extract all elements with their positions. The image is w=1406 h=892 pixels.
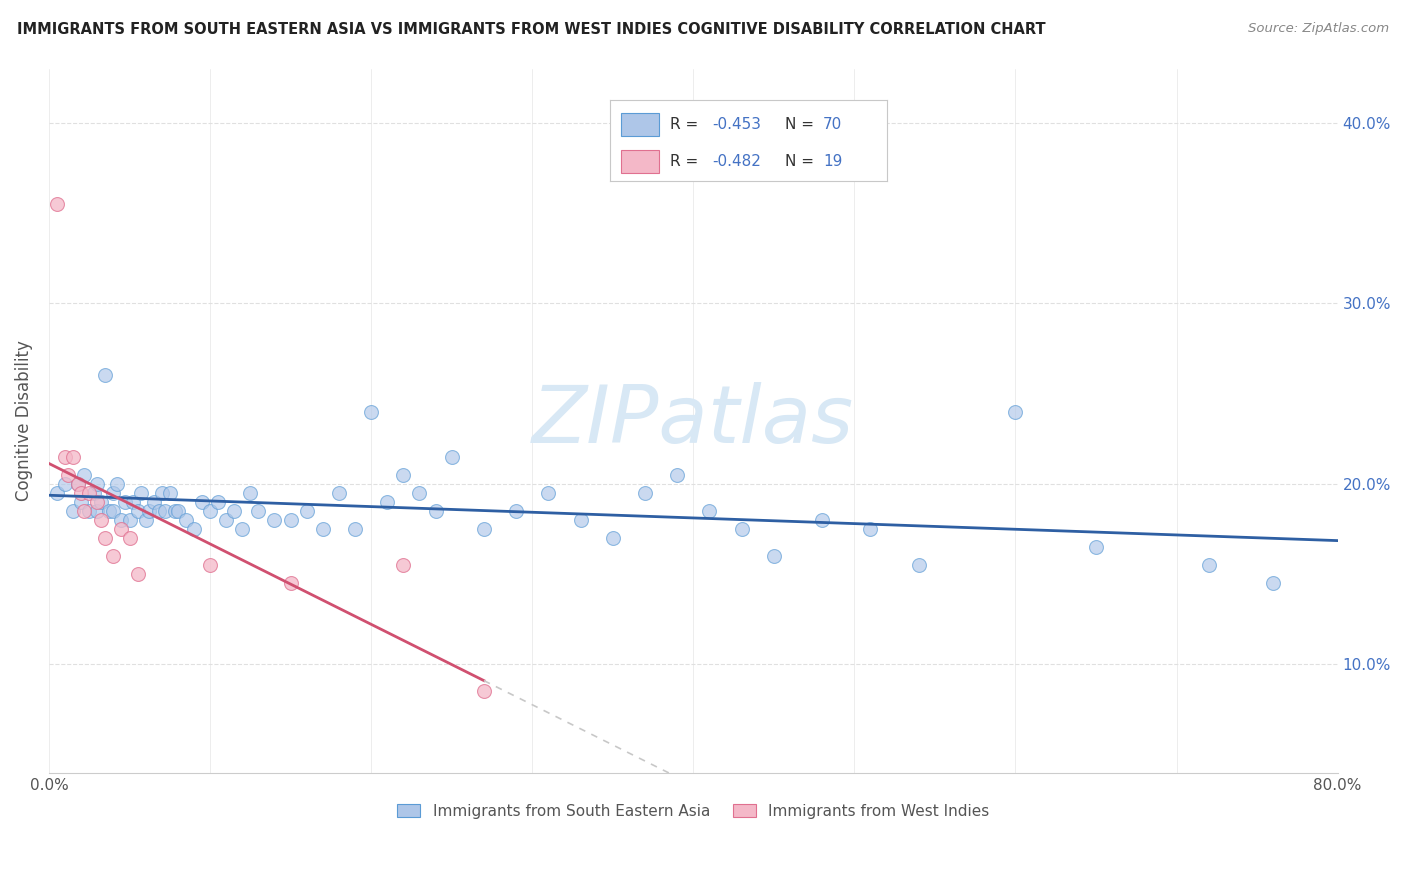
Point <box>1004 404 1026 418</box>
Point <box>83 486 105 500</box>
Point <box>505 504 527 518</box>
Point <box>602 531 624 545</box>
Point <box>666 467 689 482</box>
Point <box>183 522 205 536</box>
Point <box>77 504 100 518</box>
Legend: Immigrants from South Eastern Asia, Immigrants from West Indies: Immigrants from South Eastern Asia, Immi… <box>391 797 995 825</box>
Point <box>1085 540 1108 554</box>
Point <box>138 504 160 518</box>
Point <box>247 504 270 518</box>
Point <box>408 486 430 500</box>
Text: IMMIGRANTS FROM SOUTH EASTERN ASIA VS IMMIGRANTS FROM WEST INDIES COGNITIVE DISA: IMMIGRANTS FROM SOUTH EASTERN ASIA VS IM… <box>17 22 1046 37</box>
Point <box>153 504 176 518</box>
Point <box>97 504 120 518</box>
Point <box>191 495 214 509</box>
Point <box>118 531 141 545</box>
Point <box>360 404 382 418</box>
Point <box>239 486 262 500</box>
Point <box>62 504 84 518</box>
Point <box>472 684 495 698</box>
Point <box>280 513 302 527</box>
Point <box>537 486 560 500</box>
Point <box>762 549 785 563</box>
Point <box>89 513 111 527</box>
Point <box>103 549 125 563</box>
Point <box>62 450 84 464</box>
Point <box>811 513 834 527</box>
Point <box>46 486 69 500</box>
Point <box>127 504 149 518</box>
Point <box>118 513 141 527</box>
Point <box>375 495 398 509</box>
Point <box>231 522 253 536</box>
Point <box>105 476 128 491</box>
Text: Source: ZipAtlas.com: Source: ZipAtlas.com <box>1249 22 1389 36</box>
Point <box>73 467 96 482</box>
Point <box>46 197 69 211</box>
Y-axis label: Cognitive Disability: Cognitive Disability <box>15 340 32 501</box>
Point <box>215 513 238 527</box>
Text: ZIPatlas: ZIPatlas <box>533 382 855 459</box>
Point <box>142 495 165 509</box>
Point <box>263 513 285 527</box>
Point <box>86 495 108 509</box>
Point <box>70 486 93 500</box>
Point <box>425 504 447 518</box>
Point <box>66 476 89 491</box>
Point <box>198 558 221 573</box>
Point <box>58 467 80 482</box>
Point <box>127 567 149 582</box>
Point <box>207 495 229 509</box>
Point <box>103 504 125 518</box>
Point <box>66 476 89 491</box>
Point <box>70 495 93 509</box>
Point <box>86 504 108 518</box>
Point <box>114 495 136 509</box>
Point <box>440 450 463 464</box>
Point <box>150 486 173 500</box>
Point <box>280 576 302 591</box>
Point <box>129 486 152 500</box>
Point <box>224 504 246 518</box>
Point <box>53 450 76 464</box>
Point <box>569 513 592 527</box>
Point <box>94 368 117 383</box>
Point <box>730 522 752 536</box>
Point <box>148 504 170 518</box>
Point <box>86 476 108 491</box>
Point <box>103 486 125 500</box>
Point <box>198 504 221 518</box>
Point <box>344 522 367 536</box>
Point <box>174 513 197 527</box>
Point <box>89 495 111 509</box>
Point <box>110 513 132 527</box>
Point <box>328 486 350 500</box>
Point <box>53 476 76 491</box>
Point <box>908 558 931 573</box>
Point <box>392 467 415 482</box>
Point <box>392 558 415 573</box>
Point <box>73 504 96 518</box>
Point <box>135 513 157 527</box>
Point <box>110 522 132 536</box>
Point <box>163 504 186 518</box>
Point <box>121 495 143 509</box>
Point <box>159 486 181 500</box>
Point <box>472 522 495 536</box>
Point <box>699 504 721 518</box>
Point <box>295 504 318 518</box>
Point <box>859 522 882 536</box>
Point <box>634 486 657 500</box>
Point <box>1263 576 1285 591</box>
Point <box>166 504 188 518</box>
Point <box>1198 558 1220 573</box>
Point <box>312 522 335 536</box>
Point <box>94 531 117 545</box>
Point <box>77 486 100 500</box>
